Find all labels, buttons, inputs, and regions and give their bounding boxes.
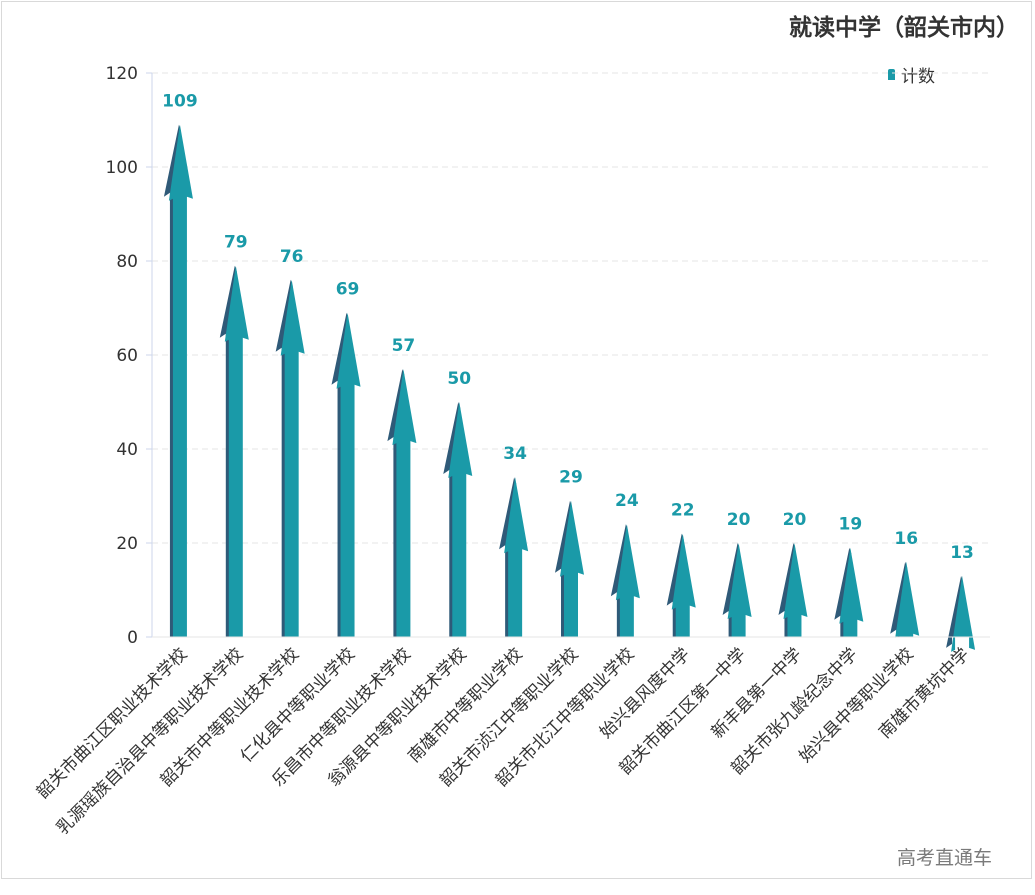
bar-arrow bbox=[615, 524, 640, 637]
bar-arrow bbox=[951, 575, 976, 652]
bar[interactable] bbox=[722, 543, 752, 637]
legend-swatch bbox=[888, 69, 895, 80]
data-label: 24 bbox=[615, 491, 639, 511]
bar-arrow bbox=[727, 543, 752, 637]
bar[interactable] bbox=[610, 524, 640, 637]
bar[interactable] bbox=[275, 279, 305, 637]
data-label: 19 bbox=[838, 515, 862, 535]
bar-arrow bbox=[224, 265, 249, 637]
data-label: 79 bbox=[224, 233, 248, 253]
bar-arrow bbox=[168, 124, 193, 637]
bar-arrow bbox=[783, 543, 808, 637]
bar[interactable] bbox=[163, 124, 193, 637]
bar-arrow bbox=[839, 547, 864, 637]
y-tick-label: 60 bbox=[116, 346, 138, 366]
y-tick-label: 100 bbox=[106, 158, 138, 178]
bar[interactable] bbox=[778, 543, 808, 637]
bar-arrow bbox=[671, 533, 696, 637]
bar[interactable] bbox=[666, 533, 696, 637]
bar[interactable] bbox=[387, 369, 417, 637]
chart-title: 就读中学（韶关市内） bbox=[789, 15, 1019, 41]
bar-arrow bbox=[280, 279, 305, 637]
data-label: 13 bbox=[950, 543, 974, 563]
y-tick-label: 80 bbox=[116, 252, 138, 272]
bar-shadow bbox=[946, 575, 964, 648]
bar[interactable] bbox=[499, 477, 529, 637]
legend-label: 计数 bbox=[901, 67, 935, 87]
bar-arrow bbox=[392, 369, 417, 637]
bar-arrow bbox=[448, 402, 473, 637]
bar[interactable] bbox=[946, 575, 976, 652]
data-label: 34 bbox=[503, 444, 527, 464]
y-tick-label: 0 bbox=[127, 628, 138, 648]
y-tick-label: 120 bbox=[106, 64, 138, 84]
data-label: 50 bbox=[447, 369, 471, 389]
bar-shadow bbox=[890, 561, 908, 637]
data-label: 16 bbox=[894, 529, 918, 549]
y-tick-label: 40 bbox=[116, 440, 138, 460]
bar[interactable] bbox=[443, 402, 473, 637]
data-label: 109 bbox=[162, 92, 198, 112]
data-label: 76 bbox=[280, 247, 304, 267]
data-label: 69 bbox=[336, 280, 360, 300]
data-label: 20 bbox=[727, 510, 751, 530]
y-axis: 0 20 40 60 80 100 120 bbox=[106, 64, 153, 648]
bar-arrow bbox=[560, 500, 584, 637]
bar[interactable] bbox=[331, 312, 361, 637]
bars: 109 79 76 69 57 50 34 29 24 22 20 20 19 16 13 bbox=[162, 92, 976, 652]
bar-arrow bbox=[504, 477, 529, 637]
data-label: 22 bbox=[671, 501, 695, 521]
x-axis: 韶关市曲江区职业技术学校乳源瑶族自治县中等职业技术学校韶关市中等职业技术学校仁化… bbox=[33, 636, 990, 839]
legend[interactable]: 计数 bbox=[888, 62, 935, 87]
bar-arrow bbox=[895, 561, 920, 638]
data-label: 20 bbox=[783, 510, 807, 530]
bar-shadow bbox=[834, 547, 852, 637]
data-label: 57 bbox=[392, 336, 416, 356]
watermark: 高考直通车 bbox=[897, 847, 993, 869]
y-tick-label: 20 bbox=[116, 534, 138, 554]
data-label: 29 bbox=[559, 468, 583, 488]
bar[interactable] bbox=[555, 500, 584, 637]
bar-arrow bbox=[336, 312, 361, 637]
bar[interactable] bbox=[890, 561, 920, 638]
bar[interactable] bbox=[219, 265, 249, 637]
bar[interactable] bbox=[834, 547, 864, 637]
